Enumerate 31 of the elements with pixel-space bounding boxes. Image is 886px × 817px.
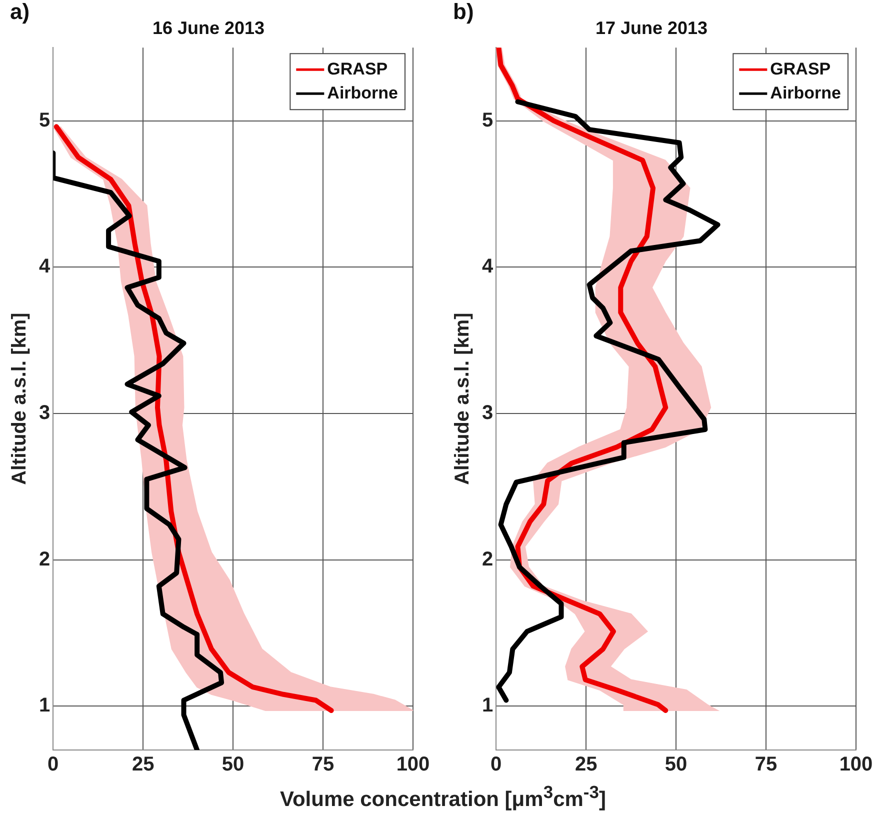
x-tick-label: 0 [490, 754, 502, 776]
legend-label: GRASP [327, 59, 388, 78]
x-tick-label: 0 [48, 754, 59, 776]
x-tick-label: 75 [312, 754, 334, 776]
y-tick-label: 2 [39, 548, 50, 570]
y-tick-label: 2 [482, 548, 494, 570]
y-tick-label: 1 [482, 694, 494, 717]
x-tick-label: 50 [222, 754, 244, 776]
y-tick-label: 5 [482, 109, 494, 132]
y-tick-label: 1 [39, 694, 50, 717]
y-tick-label: 4 [482, 256, 494, 278]
x-tick-label: 25 [132, 754, 154, 776]
x-tick-label: 100 [396, 754, 430, 776]
legend-label: GRASP [770, 59, 831, 78]
x-tick-label: 75 [754, 754, 778, 776]
text: a) [10, 0, 30, 24]
legend-label: Airborne [770, 83, 842, 102]
y-tick-label: 3 [39, 402, 50, 424]
y-tick-label: 3 [482, 402, 494, 424]
y-axis-title: Altitude a.s.l. [km] [8, 312, 31, 485]
chart-title: 17 June 2013 [595, 18, 708, 38]
y-axis-title: Altitude a.s.l. [km] [452, 312, 474, 485]
legend-label: Airborne [327, 83, 398, 102]
x-axis-title: Volume concentration [μm$^{3}$cm$^{-3}$] [279, 782, 607, 812]
y-tick-label: 4 [39, 256, 51, 278]
x-tick-label: 25 [574, 754, 598, 776]
text: b) [453, 0, 474, 24]
x-tick-label: 100 [839, 754, 873, 776]
chart-title: 16 June 2013 [152, 18, 265, 38]
y-tick-label: 5 [39, 109, 50, 132]
x-tick-label: 50 [664, 754, 688, 776]
